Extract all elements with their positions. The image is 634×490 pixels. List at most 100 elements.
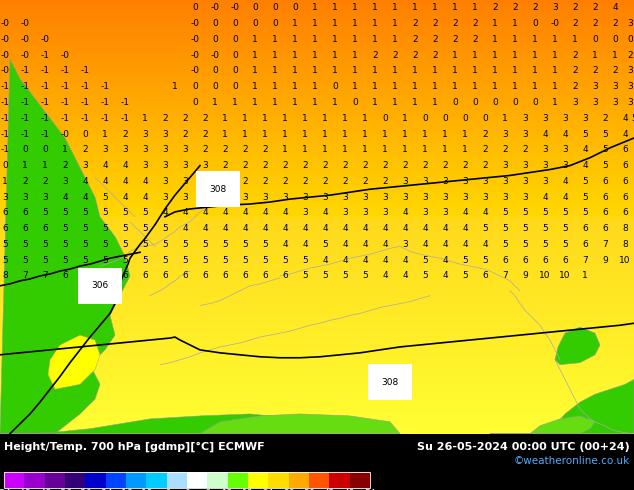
Text: 2: 2 — [432, 50, 438, 60]
Text: 4: 4 — [62, 193, 68, 201]
Text: -1: -1 — [20, 129, 30, 139]
Text: 1: 1 — [442, 146, 448, 154]
Text: 0: 0 — [612, 35, 618, 44]
Bar — [167, 472, 187, 488]
Text: 5: 5 — [22, 256, 28, 265]
Text: 4: 4 — [102, 177, 108, 186]
Text: 1: 1 — [272, 67, 278, 75]
Text: 6: 6 — [82, 271, 88, 280]
Text: 6: 6 — [262, 271, 268, 280]
Text: 1: 1 — [432, 67, 438, 75]
Text: 3: 3 — [242, 193, 248, 201]
Text: 5: 5 — [122, 208, 128, 218]
Text: 1: 1 — [2, 177, 8, 186]
Bar — [24, 472, 44, 488]
Text: 6: 6 — [622, 146, 628, 154]
Text: 1: 1 — [242, 114, 248, 123]
Text: 0: 0 — [22, 146, 28, 154]
Text: 1: 1 — [322, 114, 328, 123]
Text: 4: 4 — [402, 271, 408, 280]
Text: 4: 4 — [462, 240, 468, 249]
Text: 2: 2 — [573, 67, 578, 75]
Text: 1: 1 — [472, 50, 478, 60]
Text: 1: 1 — [552, 35, 558, 44]
Text: 2: 2 — [442, 161, 448, 170]
Text: 0: 0 — [232, 67, 238, 75]
Bar — [248, 472, 268, 488]
Text: 4: 4 — [262, 208, 268, 218]
Text: 3: 3 — [302, 193, 308, 201]
Text: 4: 4 — [542, 193, 548, 201]
Text: 5: 5 — [42, 208, 48, 218]
Text: 1: 1 — [322, 146, 328, 154]
Text: 1: 1 — [332, 67, 338, 75]
Text: 7: 7 — [42, 271, 48, 280]
Text: 1: 1 — [422, 129, 428, 139]
Text: 2: 2 — [222, 161, 228, 170]
Text: 4: 4 — [122, 177, 128, 186]
Text: 3: 3 — [182, 161, 188, 170]
Text: 1: 1 — [492, 50, 498, 60]
Text: 1: 1 — [302, 114, 308, 123]
Text: 1: 1 — [352, 35, 358, 44]
Text: 2: 2 — [402, 161, 408, 170]
Text: -1: -1 — [41, 67, 49, 75]
Text: 6: 6 — [162, 271, 168, 280]
Text: 2: 2 — [282, 161, 288, 170]
Text: 3: 3 — [142, 161, 148, 170]
Text: 1: 1 — [392, 98, 398, 107]
Polygon shape — [48, 335, 100, 389]
Text: 2: 2 — [262, 161, 268, 170]
Text: 7: 7 — [582, 256, 588, 265]
Text: 3: 3 — [542, 114, 548, 123]
Text: 4: 4 — [382, 271, 388, 280]
Text: 1: 1 — [292, 67, 298, 75]
Text: 1: 1 — [312, 19, 318, 28]
Text: 2: 2 — [432, 19, 438, 28]
Text: 3: 3 — [302, 208, 308, 218]
Text: 0: 0 — [492, 98, 498, 107]
Text: 4: 4 — [322, 208, 328, 218]
Text: 4: 4 — [202, 224, 208, 233]
Text: 2: 2 — [322, 177, 328, 186]
Text: 3: 3 — [402, 177, 408, 186]
Text: 1: 1 — [592, 50, 598, 60]
Text: 4: 4 — [182, 224, 188, 233]
Text: 308: 308 — [209, 185, 226, 194]
Text: 3: 3 — [162, 146, 168, 154]
Text: 1: 1 — [42, 161, 48, 170]
Text: 4: 4 — [142, 177, 148, 186]
Text: 1: 1 — [242, 129, 248, 139]
Text: 5: 5 — [62, 256, 68, 265]
Text: -1: -1 — [1, 114, 10, 123]
Text: 10: 10 — [559, 271, 571, 280]
Text: 3: 3 — [362, 193, 368, 201]
Text: 4: 4 — [442, 240, 448, 249]
Text: 4: 4 — [362, 224, 368, 233]
Text: 4: 4 — [242, 224, 248, 233]
Text: 5: 5 — [262, 256, 268, 265]
Text: 6: 6 — [222, 271, 228, 280]
Text: 1: 1 — [292, 98, 298, 107]
Text: 0: 0 — [482, 114, 488, 123]
Text: 6: 6 — [142, 271, 148, 280]
Text: 3: 3 — [522, 177, 528, 186]
Text: 3: 3 — [402, 240, 408, 249]
Text: 0: 0 — [42, 146, 48, 154]
Text: 4: 4 — [242, 208, 248, 218]
Text: 1: 1 — [352, 67, 358, 75]
Text: 3: 3 — [182, 146, 188, 154]
Text: 4: 4 — [402, 208, 408, 218]
Text: 0: 0 — [232, 19, 238, 28]
Text: 3: 3 — [522, 114, 528, 123]
Text: 2: 2 — [282, 177, 288, 186]
Text: 0: 0 — [382, 114, 388, 123]
Text: 1: 1 — [342, 146, 348, 154]
Text: 1: 1 — [22, 161, 28, 170]
Text: 3: 3 — [442, 193, 448, 201]
Text: 4: 4 — [482, 240, 488, 249]
Text: -1: -1 — [20, 82, 30, 91]
Text: 1: 1 — [582, 271, 588, 280]
Bar — [44, 472, 65, 488]
Text: 2: 2 — [573, 50, 578, 60]
